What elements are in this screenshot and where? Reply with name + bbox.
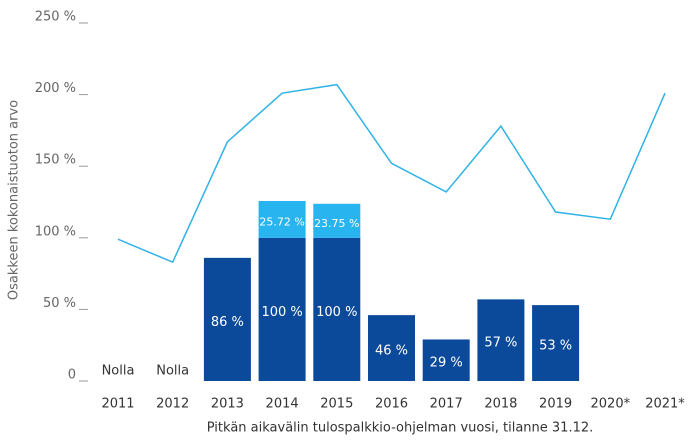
bar bbox=[368, 315, 415, 381]
data-label: Nolla bbox=[156, 364, 189, 379]
x-axis-label: Pitkän aikavälin tulospalkkio-ohjelman v… bbox=[207, 421, 594, 436]
x-tick-label: 2014 bbox=[266, 397, 299, 412]
bar bbox=[258, 237, 306, 381]
x-tick-label: 2013 bbox=[211, 397, 244, 412]
data-label: 23.75 % bbox=[314, 217, 359, 230]
bar bbox=[313, 237, 361, 381]
y-tick-label: 0 bbox=[68, 368, 76, 383]
x-tick-label: 2019 bbox=[539, 397, 572, 412]
bar bbox=[313, 203, 361, 238]
data-label: 25.72 % bbox=[259, 215, 304, 228]
y-tick-label: 250 % bbox=[35, 10, 76, 25]
data-label: 100 % bbox=[261, 305, 302, 320]
x-tick-label: 2017 bbox=[430, 397, 463, 412]
x-tick-label: 2018 bbox=[484, 397, 517, 412]
bar bbox=[203, 257, 251, 381]
data-label: 100 % bbox=[316, 305, 357, 320]
y-tick-label: 150 % bbox=[35, 153, 76, 168]
x-tick-label: 2016 bbox=[375, 397, 408, 412]
data-label: 29 % bbox=[430, 356, 463, 371]
bar bbox=[258, 200, 306, 238]
data-label: 86 % bbox=[211, 315, 244, 330]
bar bbox=[422, 339, 470, 381]
y-tick-label: 100 % bbox=[35, 224, 76, 239]
data-label: Nolla bbox=[102, 364, 135, 379]
y-tick-label: 200 % bbox=[35, 81, 76, 96]
data-label: 53 % bbox=[539, 339, 572, 354]
x-tick-label: 2015 bbox=[320, 397, 353, 412]
data-label: 57 % bbox=[484, 336, 517, 351]
y-axis-label: Osakkeen kokonaistuoton arvo bbox=[7, 100, 22, 300]
bar bbox=[477, 299, 525, 381]
line bbox=[117, 83, 666, 264]
x-tick-label: 2020* bbox=[591, 397, 631, 412]
x-tick-label: 2012 bbox=[156, 397, 189, 412]
x-tick-label: 2011 bbox=[101, 397, 134, 412]
data-label: 46 % bbox=[375, 344, 408, 359]
bar bbox=[532, 305, 580, 381]
x-tick-label: 2021* bbox=[645, 397, 685, 412]
y-tick-label: 50 % bbox=[43, 296, 76, 311]
